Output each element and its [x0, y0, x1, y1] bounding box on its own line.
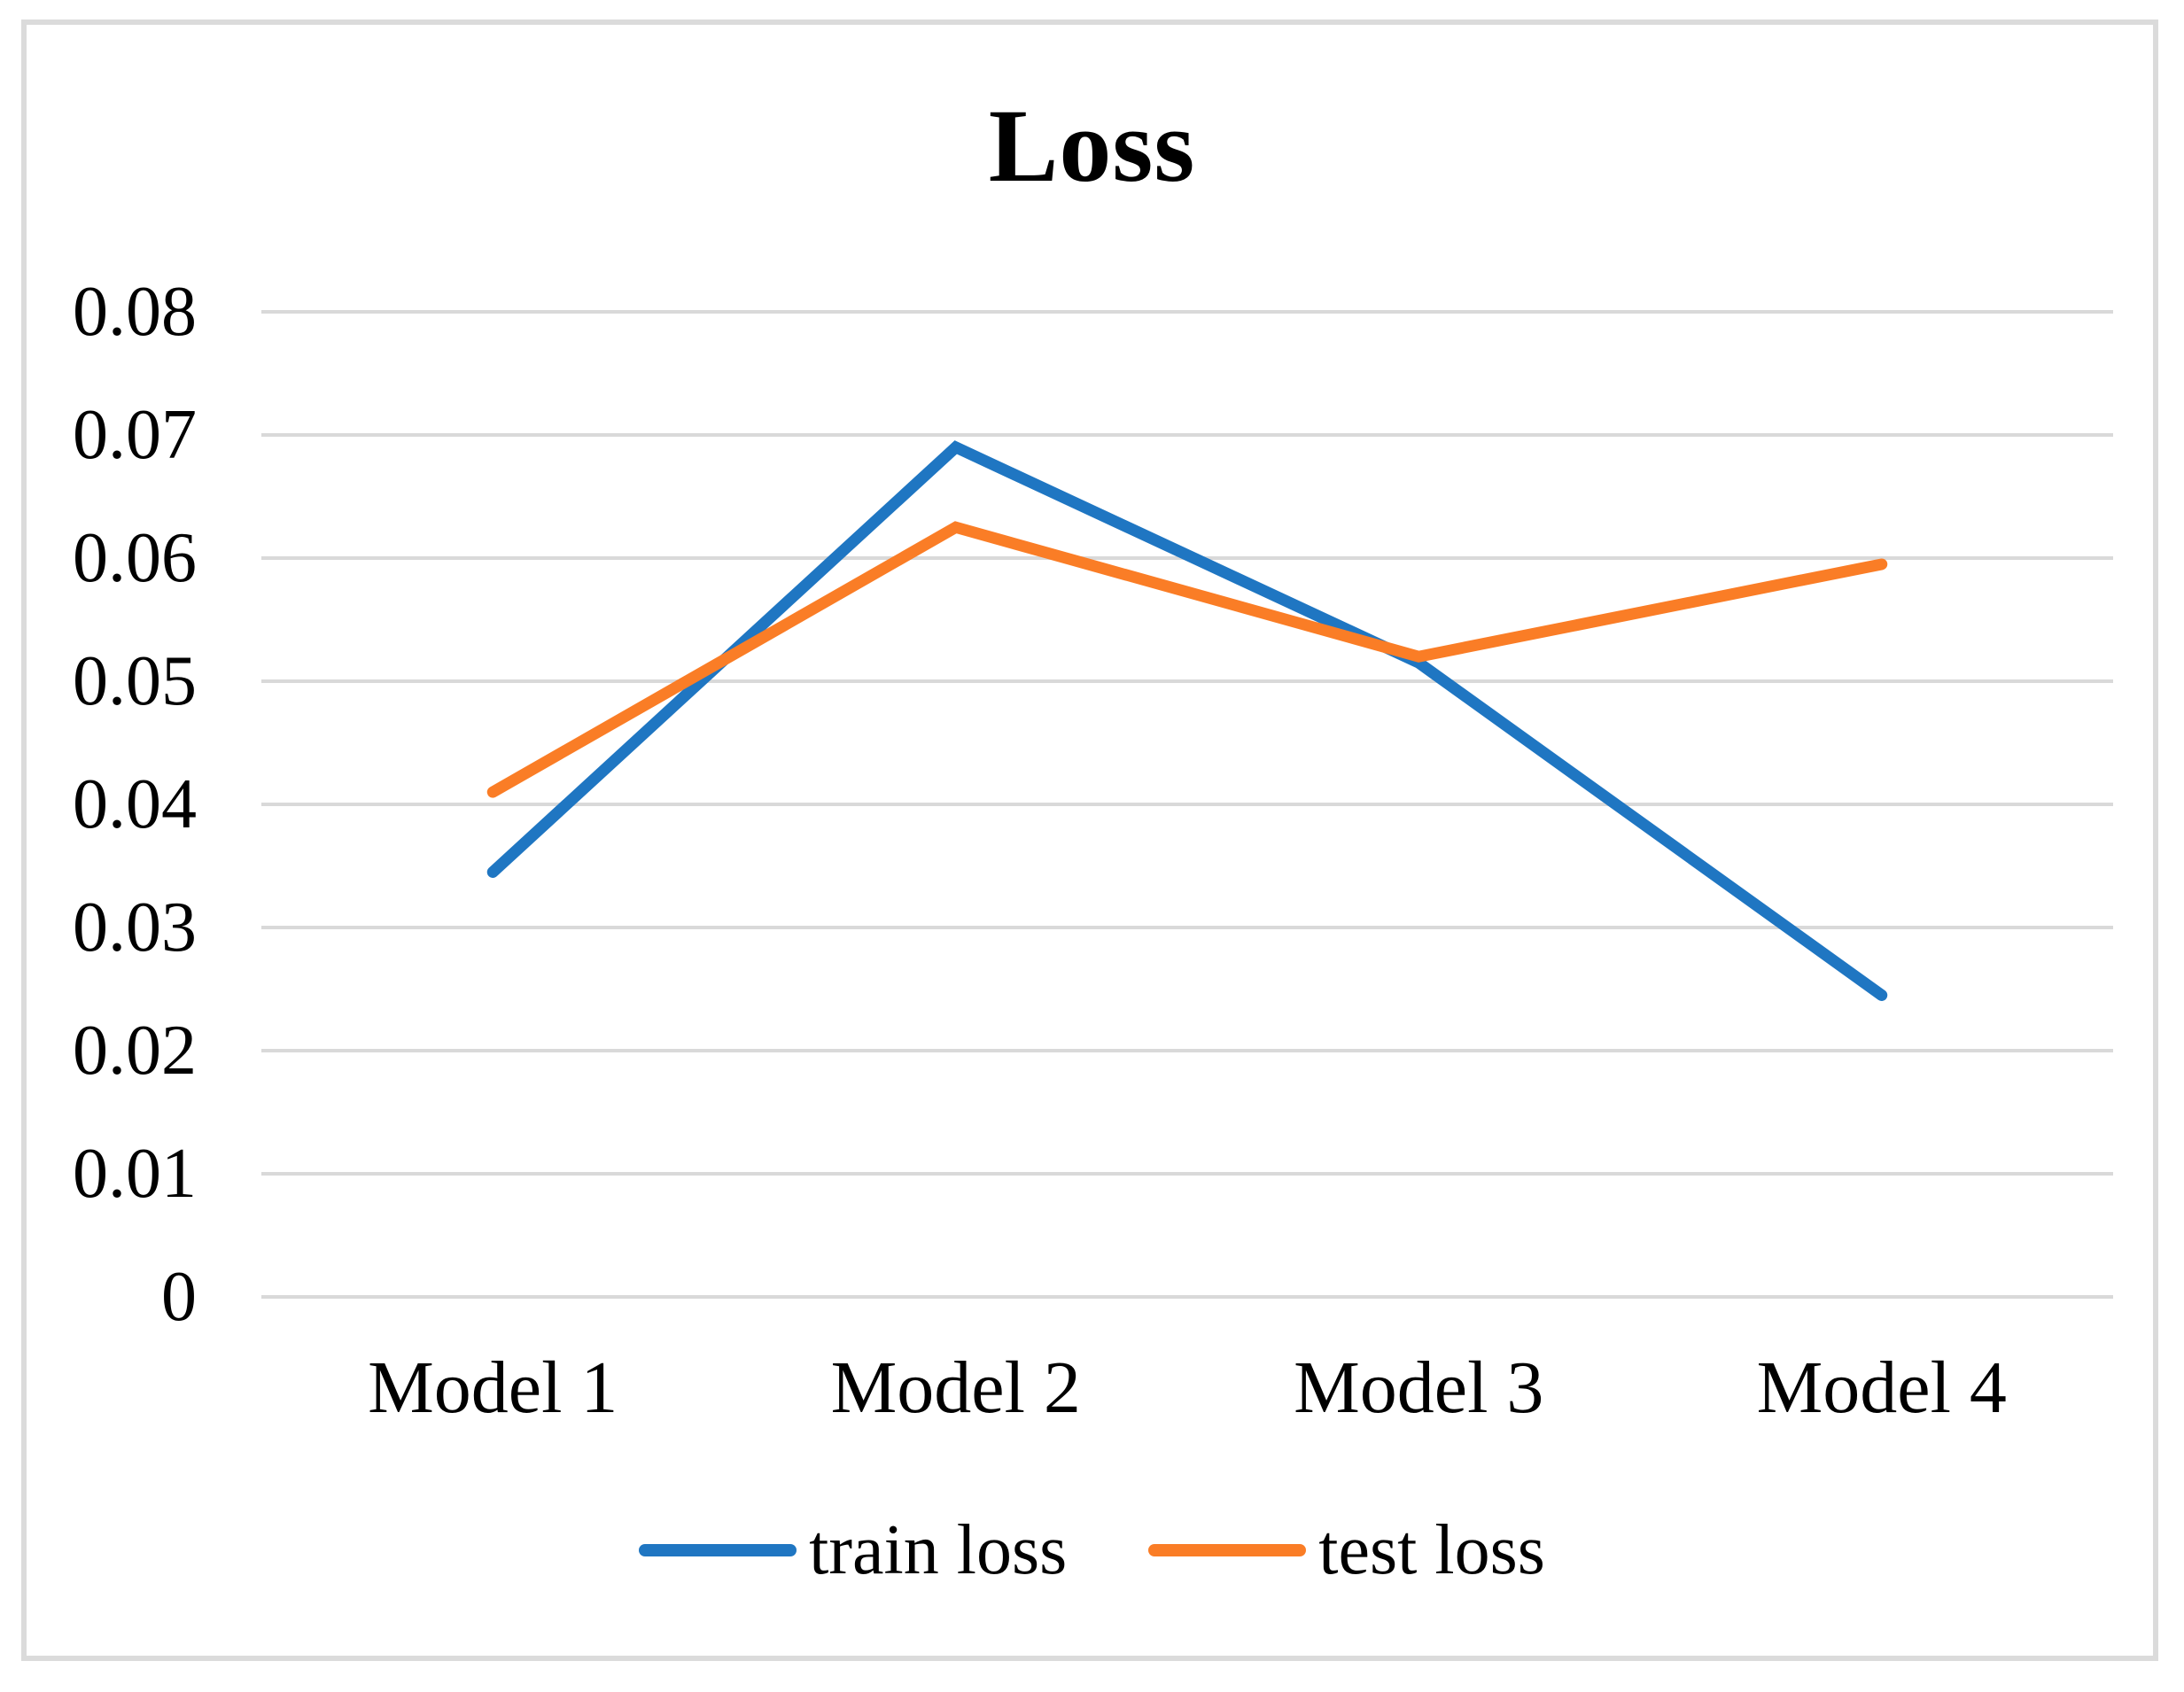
y-tick-label: 0.01 [73, 1135, 197, 1213]
series-line-train-loss [486, 440, 1888, 1001]
legend-swatch-test-loss-line [1148, 1544, 1307, 1556]
y-tick-label: 0.05 [73, 642, 197, 720]
series-line-test-loss [486, 521, 1888, 798]
x-axis-label: Model 1 [368, 1347, 618, 1429]
series-lines [486, 440, 1888, 1001]
y-tick-label: 0.03 [73, 889, 197, 966]
y-tick-label: 0.07 [73, 396, 197, 474]
legend-label-train-loss: train loss [809, 1511, 1068, 1589]
legend-label-test-loss: test loss [1318, 1511, 1545, 1589]
y-tick-label: 0.04 [73, 765, 197, 843]
legend-swatch-train-loss-line [639, 1544, 797, 1556]
x-axis-label: Model 4 [1756, 1347, 2007, 1429]
chart-title: Loss [988, 88, 1196, 204]
chart-frame [21, 19, 2158, 1661]
legend-item-train-loss: train loss [639, 1510, 1067, 1590]
x-axis-label: Model 3 [1294, 1347, 1544, 1429]
x-axis-label: Model 2 [830, 1347, 1081, 1429]
y-tick-label: 0 [161, 1258, 197, 1336]
legend-item-test-loss: test loss [1148, 1510, 1545, 1590]
y-tick-label: 0.08 [73, 273, 197, 351]
legend: train loss test loss [0, 1506, 2184, 1595]
gridlines [261, 310, 2113, 1299]
y-tick-label: 0.06 [73, 519, 197, 597]
y-tick-label: 0.02 [73, 1012, 197, 1090]
